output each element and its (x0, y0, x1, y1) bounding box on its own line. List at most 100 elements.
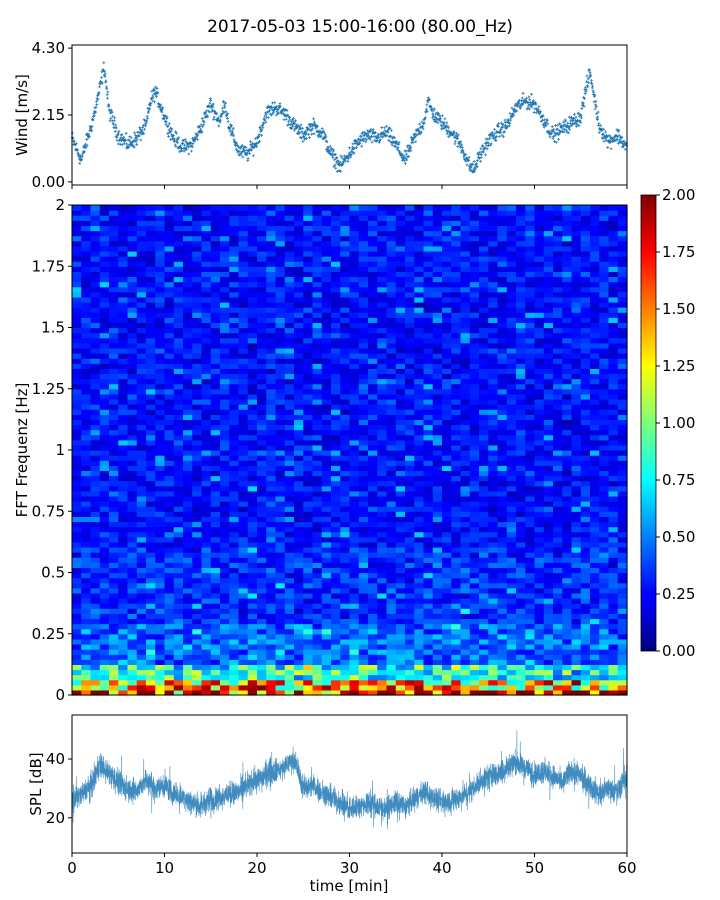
wind-point (599, 124, 603, 127)
spectrogram-cell (210, 608, 221, 614)
spectrogram-cell (173, 536, 184, 543)
spectrogram-cell (238, 592, 249, 599)
spectrogram-cell (284, 623, 295, 630)
wind-point (183, 143, 186, 147)
spectrogram-cell (220, 511, 230, 517)
spectrogram-cell (210, 460, 221, 466)
spectrogram-cell (340, 480, 351, 487)
spectrogram-cell (608, 424, 619, 431)
wind-point (173, 137, 176, 141)
spectrogram-cell (590, 679, 600, 686)
spectrogram-cell (331, 669, 341, 676)
spectrogram-cell (506, 649, 517, 655)
spectrogram-cell (469, 654, 480, 660)
wind-point (284, 108, 287, 111)
spectrogram-cell (599, 649, 610, 655)
spectrogram-cell (238, 608, 249, 614)
spectrogram-cell (155, 669, 166, 676)
spectrogram-cell (312, 419, 323, 426)
spectrogram-cell (617, 603, 628, 609)
spectrogram-cell (284, 465, 295, 472)
spectrogram-cell (99, 613, 110, 620)
spectrogram-cell (229, 567, 240, 574)
spectrogram-cell (155, 577, 166, 584)
wind-point (211, 102, 215, 106)
wind-point (262, 122, 266, 126)
spectrogram-cell (201, 501, 212, 507)
spectrogram-cell (173, 674, 184, 681)
spectrogram-cell (460, 567, 471, 574)
spectrogram-cell (257, 455, 267, 461)
spectrogram-cell (275, 684, 286, 691)
wind-point (156, 91, 160, 94)
spectrogram-cell (229, 603, 240, 609)
spectrogram-cell (590, 664, 600, 671)
spectrogram-cell (479, 572, 489, 579)
spectrogram-cell (553, 495, 563, 502)
spectrogram-cell (229, 577, 240, 584)
spectrogram-cell (488, 664, 499, 671)
spectrogram-cell (479, 398, 489, 405)
spectrogram-cell (109, 516, 119, 523)
wind-point (187, 145, 190, 149)
spectrogram-cell (275, 592, 286, 599)
spectrogram-cell (321, 643, 332, 650)
spectrogram-cell (275, 633, 286, 640)
spectrogram-cell (210, 582, 221, 589)
spectrogram-cell (506, 664, 517, 671)
spectrogram-cell (516, 536, 526, 543)
spectrogram-cell (460, 638, 471, 645)
spectrogram-cell (432, 603, 443, 609)
spectrogram-cell (488, 623, 499, 630)
wind-point (75, 142, 78, 146)
spectrogram-cell (229, 485, 240, 492)
spectrogram-cell (146, 521, 156, 528)
spectrogram-cell (414, 439, 425, 446)
spectrogram-cell (229, 521, 240, 528)
spectrogram-cell (81, 577, 92, 584)
spectrogram-cell (155, 592, 166, 599)
spectrogram-cell (164, 623, 175, 630)
spectrogram-cell (109, 419, 119, 426)
spectrogram-cell (543, 649, 554, 655)
spectrogram-cell (99, 684, 110, 691)
spectrogram-cell (266, 419, 277, 426)
spectrogram-cell (395, 541, 406, 548)
spectrogram-cell (442, 506, 452, 512)
spectrogram-cell (340, 567, 351, 574)
spectrogram-cell (266, 638, 277, 645)
spectrogram-cell (386, 506, 397, 512)
spectrogram-cell (377, 439, 388, 446)
spectrogram-cell (90, 587, 101, 594)
spectrogram-cell (497, 628, 508, 635)
spectrogram-cell (534, 582, 545, 589)
spectrogram-cell (136, 424, 147, 431)
wind-point (300, 136, 303, 140)
spectrogram-cell (257, 465, 267, 472)
spectrogram-cell (617, 414, 628, 420)
spectrogram-cell (562, 628, 573, 635)
spectrogram-cell (321, 444, 332, 451)
spectrogram-cell (506, 598, 517, 604)
wind-point (370, 140, 374, 144)
spectrogram-cell (395, 664, 406, 671)
spectrogram-cell (247, 485, 258, 492)
spectrogram-cell (201, 654, 212, 660)
spectrogram-cell (257, 562, 267, 568)
spectrogram-cell (358, 414, 369, 420)
spectrogram-cell (414, 546, 425, 553)
spectrogram-cell (451, 419, 462, 426)
spectrogram-cell (275, 557, 286, 563)
spectrogram-cell (81, 526, 92, 533)
spectrogram-cell (247, 501, 258, 507)
wind-point (248, 140, 252, 143)
spectrogram-cell (210, 684, 221, 691)
spectrogram-cell (368, 444, 378, 451)
spectrogram-cell (553, 674, 563, 681)
spectrogram-cell (543, 613, 554, 620)
spectrogram-cell (414, 654, 425, 660)
spectrogram-cell (173, 450, 184, 456)
spectrogram-cell (534, 572, 545, 579)
spectrogram-cell (608, 414, 619, 420)
spectrogram-cell (442, 649, 452, 655)
